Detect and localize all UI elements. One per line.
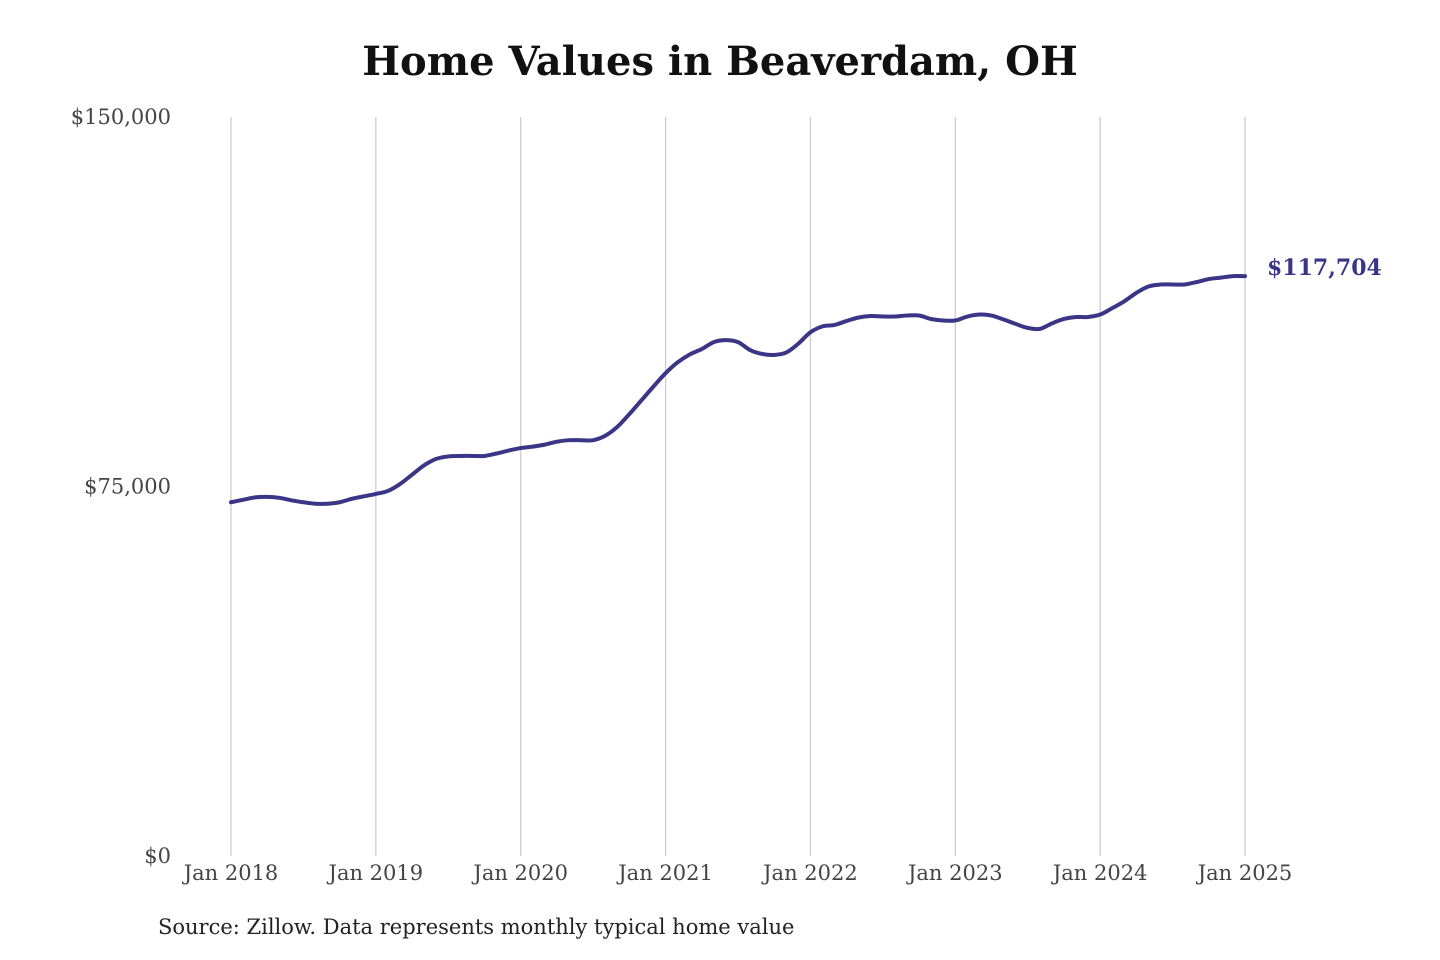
y-tick-label: $75,000 <box>84 475 171 499</box>
x-tick-label: Jan 2025 <box>1196 861 1293 885</box>
y-tick-label: $150,000 <box>71 105 171 129</box>
x-tick-label: Jan 2024 <box>1051 861 1148 885</box>
x-axis-labels: Jan 2018 Jan 2019 Jan 2020 Jan 2021 Jan 2022… <box>182 861 1293 885</box>
gridlines <box>230 117 1246 856</box>
x-tick-label: Jan 2020 <box>471 861 568 885</box>
x-tick-label: Jan 2021 <box>616 861 713 885</box>
y-axis-labels: $0 $75,000 $150,000 <box>71 105 171 868</box>
chart-title: Home Values in Beaverdam, OH <box>362 38 1078 85</box>
y-tick-label: $0 <box>144 844 171 868</box>
series-line <box>229 274 1247 506</box>
x-tick-label: Jan 2019 <box>327 861 424 885</box>
x-tick-label: Jan 2018 <box>182 861 279 885</box>
source-note: Source: Zillow. Data represents monthly … <box>158 915 795 939</box>
end-value-label: $117,704 <box>1267 255 1382 281</box>
x-tick-label: Jan 2023 <box>906 861 1003 885</box>
x-tick-label: Jan 2022 <box>761 861 858 885</box>
